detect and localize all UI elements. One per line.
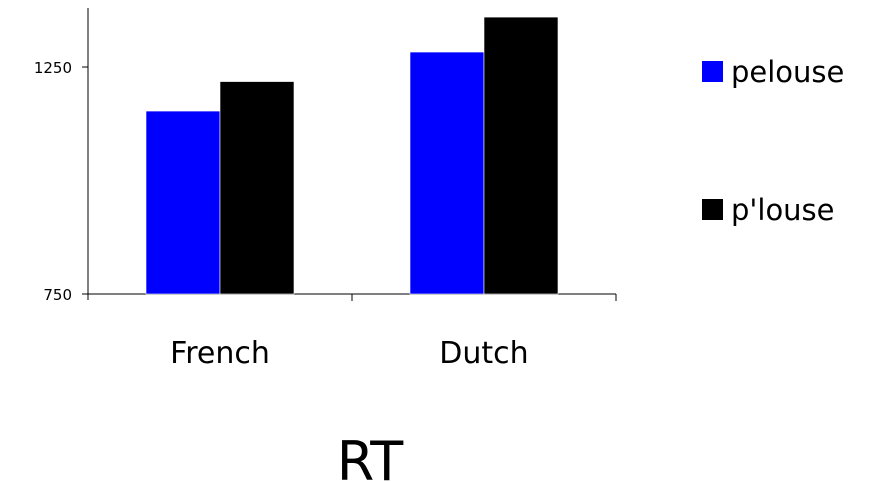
legend: pelouse p'louse [702, 55, 844, 227]
tick-labels: 750 1250 [34, 59, 72, 304]
category-label: Dutch [439, 336, 528, 371]
category-label: French [170, 336, 270, 371]
y-tick-label: 750 [43, 286, 72, 304]
bar-french-series-0 [145, 110, 221, 295]
legend-swatch [702, 199, 723, 220]
legend-label: pelouse [731, 55, 844, 89]
y-tick-label: 1250 [34, 59, 72, 77]
category-labels: French Dutch [170, 336, 529, 371]
bar-dutch-series-1 [483, 16, 559, 295]
bars [145, 16, 559, 295]
bar-dutch-series-0 [409, 51, 485, 295]
bar-french-series-1 [219, 81, 295, 295]
legend-swatch [702, 61, 723, 82]
legend-label: p'louse [731, 193, 835, 227]
chart-title: RT [337, 430, 405, 482]
